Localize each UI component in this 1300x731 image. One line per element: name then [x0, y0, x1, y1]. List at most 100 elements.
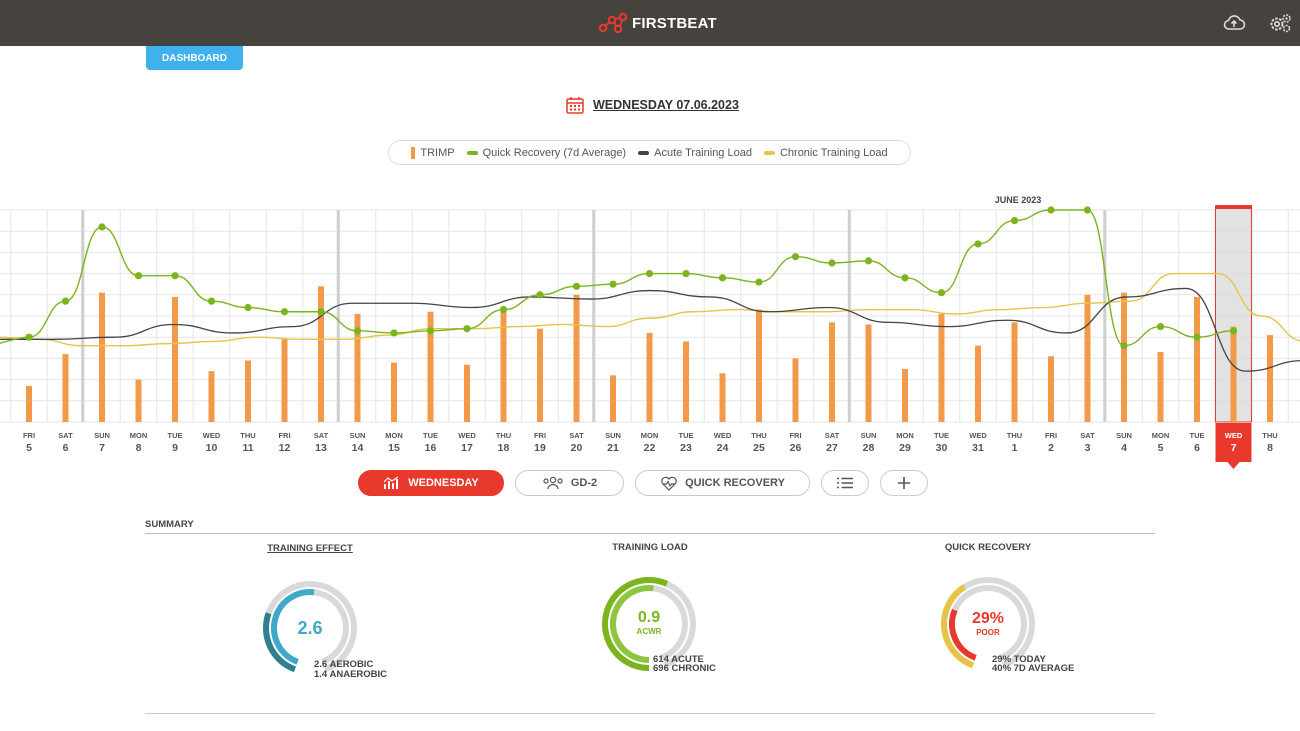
- quick-recovery-value: 29%: [971, 610, 1005, 627]
- trimp-bar: [610, 375, 616, 422]
- add-button[interactable]: [880, 470, 928, 496]
- legend-item-quick-recovery[interactable]: Quick Recovery (7d Average): [466, 146, 627, 159]
- legend-item-trimp[interactable]: TRIMP: [411, 146, 455, 159]
- tab-day[interactable]: WEDNESDAY: [358, 470, 504, 496]
- legend-label-quick-recovery: Quick Recovery (7d Average): [482, 146, 627, 159]
- training-effect-anaerobic: 1.4 ANAEROBIC: [314, 669, 388, 680]
- list-view-button[interactable]: [821, 470, 869, 496]
- x-tick-date: 25: [753, 442, 765, 454]
- x-tick-weekday: MON: [896, 431, 914, 440]
- cloud-upload-icon[interactable]: [1222, 12, 1246, 34]
- x-tick-date: 11: [242, 442, 253, 454]
- x-tick-date: 5: [1158, 442, 1164, 454]
- quick-recovery-point: [207, 297, 216, 305]
- x-tick-date: 22: [644, 442, 656, 454]
- x-tick-date: 7: [1231, 442, 1237, 454]
- tab-metric-label: QUICK RECOVERY: [685, 477, 785, 489]
- training-effect-aerobic: 2.6 AEROBIC: [314, 659, 374, 670]
- quick-recovery-point: [499, 306, 508, 314]
- x-tick-date: 29: [899, 442, 911, 454]
- selected-day-marker: [1215, 205, 1252, 209]
- x-tick-weekday: MON: [641, 431, 659, 440]
- x-tick-weekday: SUN: [1116, 431, 1132, 440]
- legend-item-chronic[interactable]: Chronic Training Load: [763, 146, 888, 159]
- x-tick-weekday: FRI: [789, 431, 801, 440]
- trimp-bar: [756, 309, 762, 422]
- group-icon: [543, 476, 563, 490]
- x-tick-weekday: SAT: [314, 431, 329, 440]
- x-tick-weekday: SAT: [569, 431, 584, 440]
- month-label: JUNE 2023: [995, 195, 1042, 205]
- training-effect-title[interactable]: TRAINING EFFECT: [267, 543, 353, 554]
- trimp-swatch: [411, 146, 416, 159]
- quick-recovery-point: [171, 272, 179, 280]
- x-tick-weekday: TUE: [1190, 431, 1205, 440]
- quick-recovery-today: 29% TODAY: [992, 654, 1046, 665]
- quick-recovery-point: [280, 308, 289, 316]
- x-tick-weekday: THU: [1007, 431, 1022, 440]
- trimp-bar: [391, 362, 397, 422]
- training-chart[interactable]: JUNE 2023 FRI 5 SAT 6 SUN 7 MON 8 TUE 9 WED 10 THU 11 F…: [0, 190, 1300, 470]
- today-arc: [949, 608, 977, 661]
- trimp-bar: [26, 385, 32, 422]
- summary-bottom-divider: [145, 713, 1155, 714]
- gears-icon[interactable]: [1268, 12, 1292, 34]
- quick-recovery-gauge[interactable]: [938, 574, 1038, 674]
- summary-title: SUMMARY: [145, 519, 194, 530]
- x-tick-date: 23: [680, 442, 692, 454]
- x-tick-date: 26: [790, 442, 802, 454]
- quick-recovery-status: POOR: [976, 628, 1000, 637]
- x-tick-weekday: MON: [1152, 431, 1170, 440]
- trimp-bar: [1011, 322, 1018, 422]
- training-effect-gauge[interactable]: [260, 578, 360, 678]
- quick-recovery-point: [1193, 333, 1201, 341]
- date-selector[interactable]: WEDNESDAY 07.06.2023: [565, 93, 739, 117]
- x-tick-date: 21: [607, 442, 619, 454]
- quick-recovery-point: [244, 303, 252, 312]
- quick-recovery-point: [536, 291, 544, 299]
- heart-pulse-icon: [661, 476, 677, 491]
- x-tick-date: 5: [26, 442, 32, 454]
- training-load-unit: ACWR: [636, 627, 662, 636]
- x-tick-date: 6: [63, 442, 69, 454]
- brand-logo[interactable]: FIRSTBEAT: [598, 10, 717, 36]
- x-tick-weekday: MON: [385, 431, 403, 440]
- list-icon: [837, 477, 853, 489]
- x-tick-weekday: MON: [130, 431, 148, 440]
- x-tick-date: 14: [352, 442, 364, 454]
- quick-recovery-point: [718, 274, 727, 282]
- trimp-bar: [135, 379, 142, 422]
- x-tick-date: 16: [425, 442, 437, 454]
- chronic-arc: [610, 585, 654, 663]
- quick-recovery-point: [1047, 206, 1055, 214]
- x-tick-date: 2: [1048, 442, 1054, 454]
- trimp-bar: [537, 328, 543, 422]
- x-tick-weekday: TUE: [934, 431, 949, 440]
- trimp-bar: [245, 360, 251, 422]
- quick-recovery-point: [609, 280, 617, 288]
- dashboard-button[interactable]: DASHBOARD: [146, 46, 243, 70]
- trimp-bar: [938, 313, 945, 422]
- quick-recovery-point: [1083, 206, 1092, 214]
- quick-recovery-point: [463, 325, 471, 333]
- tab-metric[interactable]: QUICK RECOVERY: [635, 470, 810, 496]
- x-tick-date: 8: [136, 442, 142, 454]
- training-load-gauge[interactable]: [599, 574, 699, 674]
- x-tick-weekday: WED: [203, 431, 221, 440]
- tab-group[interactable]: GD-2: [515, 470, 624, 496]
- acute-arc: [602, 577, 669, 671]
- trimp-bar: [172, 296, 178, 422]
- quick-recovery-point: [25, 333, 33, 341]
- legend-label-chronic: Chronic Training Load: [779, 146, 888, 159]
- x-tick-date: 10: [206, 442, 218, 454]
- summary-divider: [145, 533, 1155, 534]
- trimp-bar: [1194, 296, 1200, 422]
- average-arc: [941, 584, 975, 669]
- x-tick-weekday: SAT: [58, 431, 73, 440]
- quick-recovery-point: [1120, 342, 1128, 350]
- quick-recovery-point: [317, 308, 325, 316]
- quick-recovery-point: [682, 270, 690, 278]
- legend-item-acute[interactable]: Acute Training Load: [638, 147, 752, 159]
- x-tick-weekday: WED: [1225, 431, 1243, 440]
- x-tick-date: 20: [571, 442, 583, 454]
